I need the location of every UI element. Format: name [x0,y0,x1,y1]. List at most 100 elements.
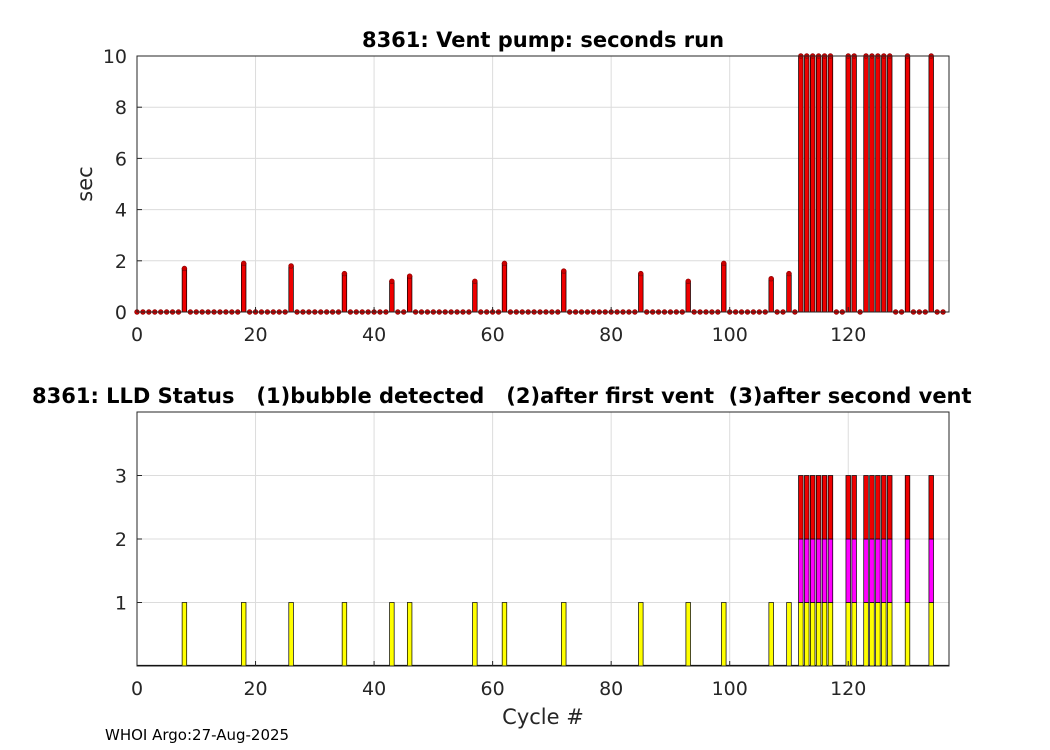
lld-bar-segment-3 [798,475,804,540]
lld-bar-segment-3 [804,475,810,540]
pump-bar [815,55,822,313]
lld-bar-segment-3 [881,475,887,540]
pump-tick-labels: 0 20 40 60 80 100 120 0 2 4 6 8 10 [103,46,867,346]
lld-bar-segment-1 [810,602,816,667]
pump-bar [928,55,934,313]
lld-chart-title: 8361: LLD Status (1)bubble detected (2)a… [32,384,972,408]
y-tick-label: 0 [115,302,127,324]
lld-bar-segment-1 [341,602,348,667]
lld-bar-segment-2 [815,538,822,603]
lld-bar-segment-1 [887,602,893,667]
pump-bar [875,55,881,313]
pump-bar [845,55,851,313]
pump-bar [887,55,893,313]
lld-bar-segment-1 [827,602,834,667]
y-tick-label: 2 [115,251,127,273]
pump-chart-title: 8361: Vent pump: seconds run [362,28,724,52]
pump-bar [786,273,792,313]
lld-bar-segment-3 [851,475,857,540]
pump-bar [638,273,644,313]
lld-bar-segment-2 [845,538,851,603]
lld-bar-segment-2 [827,538,834,603]
lld-bar-segment-1 [472,602,478,667]
lld-bar-segment-3 [810,475,816,540]
pump-bar-marker [240,260,247,267]
footer-credit: WHOI Argo:27-Aug-2025 [105,726,290,744]
x-tick-label: 40 [362,324,386,346]
lld-bar-segment-1 [845,602,851,667]
lld-bar-segment-2 [798,538,804,603]
lld-bar-segment-1 [821,602,828,667]
lld-bar-segment-1 [501,602,508,667]
lld-bar-segment-1 [869,602,875,667]
lld-bar-segment-2 [928,538,934,603]
lld-bar-segment-3 [827,475,834,540]
pump-bar-marker [561,268,567,274]
pump-bar [241,263,247,313]
lld-bar-segment-1 [863,602,869,667]
y-tick-label: 8 [115,97,127,119]
pump-y-axis-label: sec [73,166,97,201]
x-tick-label: 60 [481,324,505,346]
lld-bar-segment-1 [181,602,188,667]
lld-bar-segment-3 [928,475,934,540]
x-tick-label: 80 [599,678,623,700]
pump-bar [798,55,804,313]
x-tick-label: 0 [131,678,143,700]
pump-bar-marker [638,270,644,277]
y-tick-label: 4 [115,200,127,222]
lld-bar-segment-3 [815,475,822,540]
pump-bar [869,55,875,313]
x-tick-label: 20 [243,324,267,346]
lld-bar-segment-2 [904,538,911,603]
pump-bar [406,275,413,313]
lld-bar-segment-1 [904,602,911,667]
lld-bar-segment-3 [845,475,851,540]
y-tick-label: 2 [115,529,127,551]
pump-bar [768,278,774,313]
x-tick-label: 120 [830,324,866,346]
pump-bar [821,55,828,313]
pump-bar [389,280,395,313]
lld-bar-segment-1 [638,602,644,667]
pump-bar-marker [501,260,508,267]
pump-bar [341,273,348,313]
pump-plot-area [137,56,949,312]
pump-bar-marker [721,260,727,267]
pump-bar-marker [406,273,413,279]
lld-bars [137,475,949,667]
y-tick-label: 10 [103,46,127,68]
pump-bar-marker [341,270,348,277]
pump-bar-marker [181,265,188,272]
lld-bar-segment-3 [887,475,893,540]
pump-bar [181,268,188,313]
lld-bar-segment-3 [904,475,911,540]
pump-bar [810,55,816,313]
pump-bar [863,55,869,313]
pump-bar [904,55,911,313]
pump-bar-marker [786,270,792,277]
lld-bar-segment-3 [821,475,828,540]
lld-bar-segment-1 [288,602,294,667]
lld-bar-segment-2 [821,538,828,603]
lld-bar-segment-2 [875,538,881,603]
lld-bar-segment-1 [406,602,413,667]
pump-bar-marker [472,278,478,284]
pump-bar-marker [389,278,395,284]
y-tick-label: 1 [115,593,127,615]
lld-bar-segment-2 [851,538,857,603]
y-tick-label: 6 [115,148,127,170]
pump-bar [685,280,691,313]
pump-bar-marker [288,263,294,269]
lld-bar-segment-1 [389,602,395,667]
lld-bar-segment-2 [863,538,869,603]
pump-bar [881,55,887,313]
lld-bar-segment-3 [875,475,881,540]
lld-bar-segment-1 [851,602,857,667]
lld-tick-labels: 0 20 40 60 80 100 120 1 2 3 [115,466,866,701]
pump-bar [827,55,834,313]
lld-bar-segment-1 [928,602,934,667]
x-tick-label: 100 [712,678,748,700]
lld-bar-segment-2 [887,538,893,603]
